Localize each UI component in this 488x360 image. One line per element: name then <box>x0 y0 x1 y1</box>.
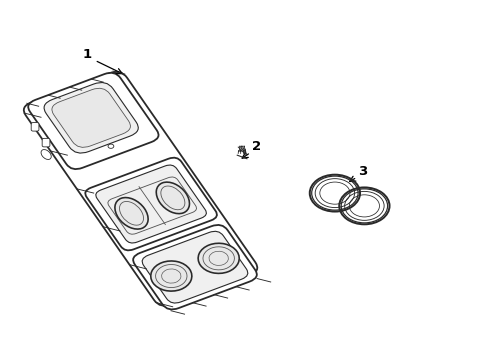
FancyBboxPatch shape <box>44 82 138 153</box>
FancyBboxPatch shape <box>24 72 257 306</box>
Circle shape <box>108 144 114 148</box>
FancyBboxPatch shape <box>31 123 39 131</box>
Ellipse shape <box>198 243 239 273</box>
FancyBboxPatch shape <box>52 88 130 147</box>
Text: 1: 1 <box>82 48 92 61</box>
FancyBboxPatch shape <box>96 165 206 243</box>
Text: 2: 2 <box>251 140 261 153</box>
FancyBboxPatch shape <box>85 158 217 251</box>
FancyBboxPatch shape <box>28 73 158 169</box>
Ellipse shape <box>41 149 51 159</box>
Ellipse shape <box>115 198 148 229</box>
FancyBboxPatch shape <box>42 138 50 147</box>
FancyBboxPatch shape <box>133 225 256 310</box>
Ellipse shape <box>156 182 189 213</box>
FancyBboxPatch shape <box>142 231 247 303</box>
Ellipse shape <box>150 261 191 291</box>
Text: 3: 3 <box>358 165 367 177</box>
